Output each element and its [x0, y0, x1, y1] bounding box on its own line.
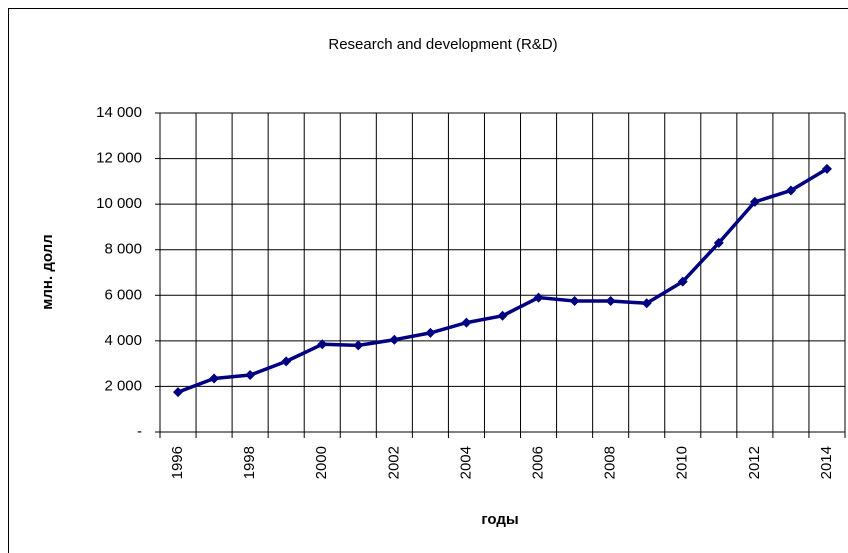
data-point [209, 373, 220, 384]
y-tick-label: 8 000 [104, 241, 142, 258]
x-tick-label: 2010 [674, 446, 691, 479]
data-point [533, 292, 544, 303]
data-point [713, 237, 724, 248]
chart-title: Research and development (R&D) [328, 36, 557, 53]
x-tick-label: 2002 [385, 446, 402, 479]
data-point [785, 185, 796, 196]
data-point [821, 163, 832, 174]
data-point [353, 340, 364, 351]
y-tick-label: 4 000 [104, 332, 142, 349]
chart-frame [8, 8, 848, 553]
data-point [281, 356, 292, 367]
x-axis-label: годы [481, 511, 518, 528]
data-point [173, 387, 184, 398]
x-tick-label: 2006 [530, 446, 547, 479]
x-tick-label: 1996 [169, 446, 186, 479]
data-point [461, 317, 472, 328]
y-axis-label: млн. долл [39, 234, 56, 309]
x-tick-label: 2004 [457, 446, 474, 479]
data-point [245, 370, 256, 381]
data-line [177, 167, 828, 394]
data-point [605, 295, 616, 306]
data-point [497, 310, 508, 321]
data-point [389, 334, 400, 345]
data-point [425, 327, 436, 338]
data-point [677, 276, 688, 287]
x-tick-label: 2000 [313, 446, 330, 479]
data-point [749, 196, 760, 207]
y-tick-label: - [137, 423, 142, 440]
y-tick-label: 2 000 [104, 377, 142, 394]
y-tick-label: 10 000 [96, 195, 142, 212]
x-tick-label: 1998 [241, 446, 258, 479]
y-tick-label: 14 000 [96, 104, 142, 121]
data-point [569, 295, 580, 306]
y-tick-label: 12 000 [96, 150, 142, 167]
x-tick-label: 2008 [602, 446, 619, 479]
data-point [317, 339, 328, 350]
y-tick-label: 6 000 [104, 286, 142, 303]
x-tick-label: 2014 [818, 446, 835, 479]
data-point [641, 298, 652, 309]
x-tick-label: 2012 [746, 446, 763, 479]
